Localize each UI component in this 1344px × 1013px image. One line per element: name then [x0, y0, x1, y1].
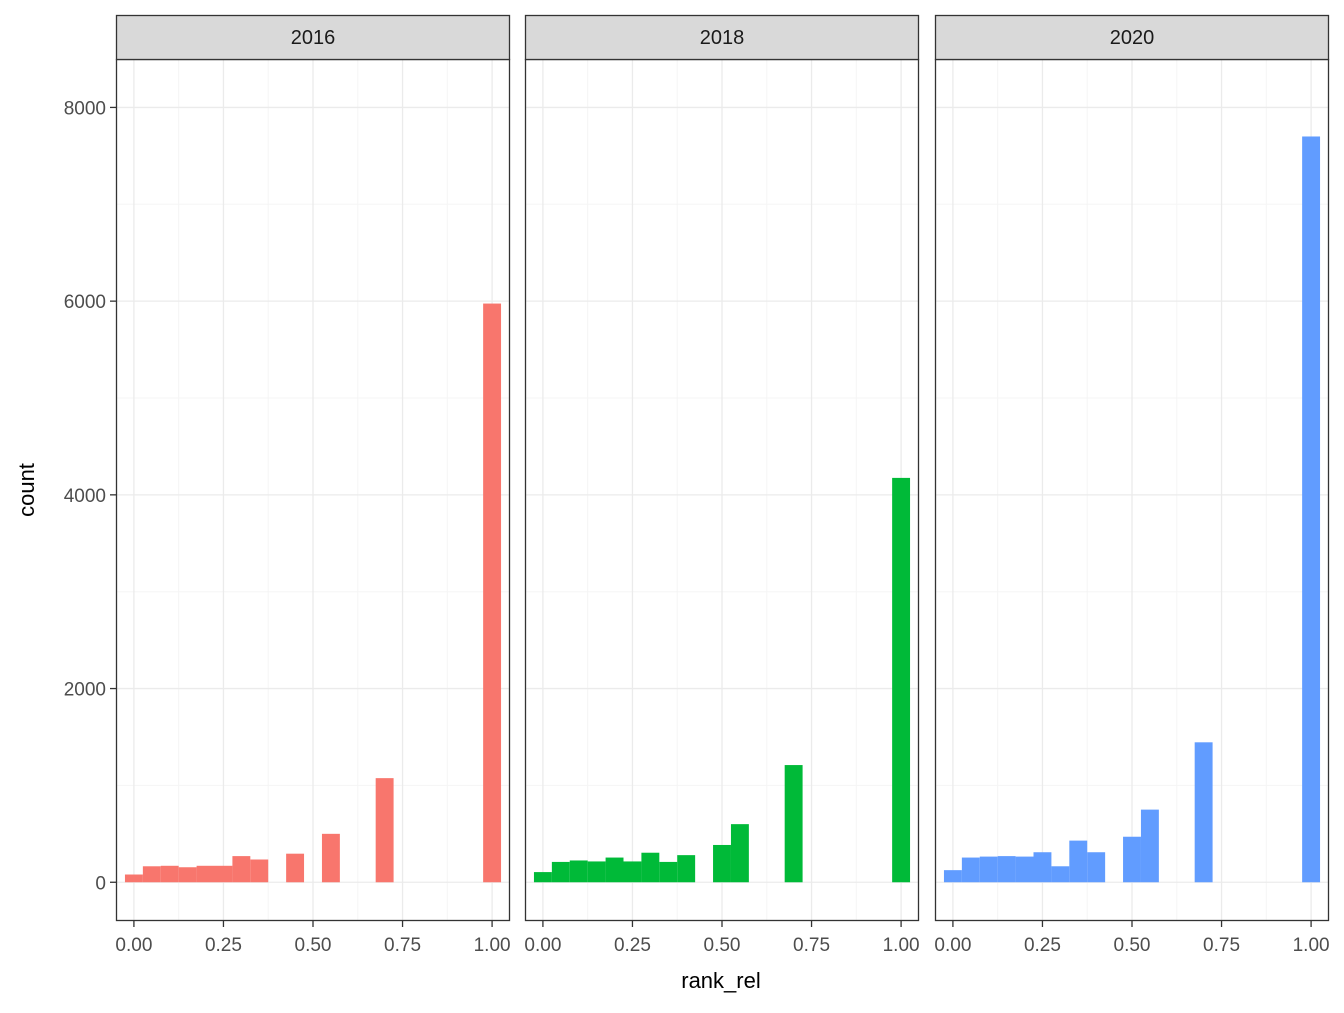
y-tick-label: 2000 [64, 680, 106, 701]
facet-panel-2016: 2016 0.00 0.25 0.50 0.75 1.00 0 2000 4000 6000 800… [64, 14, 511, 956]
histogram-bar [659, 861, 678, 883]
histogram-bar [1302, 136, 1321, 883]
histogram-bar [1015, 856, 1034, 883]
histogram-bar [605, 857, 624, 883]
facet-strip [524, 14, 920, 61]
y-tick-label: 8000 [64, 98, 106, 119]
histogram-bar [160, 865, 179, 883]
x-tick-label: 0.50 [295, 935, 332, 956]
facet-strip [934, 14, 1330, 61]
y-tick-label: 6000 [64, 292, 106, 313]
histogram-bar [979, 856, 998, 883]
histogram-bar [730, 824, 749, 883]
histogram-bar [1123, 836, 1141, 883]
histogram-bar [321, 833, 340, 883]
x-tick-label: 0.00 [115, 935, 152, 956]
histogram-bar [1140, 809, 1159, 883]
x-tick-label: 1.00 [474, 935, 511, 956]
histogram-bar [587, 861, 606, 883]
histogram-bar [892, 477, 911, 883]
histogram-bar [533, 872, 552, 883]
histogram-bar [1087, 852, 1106, 883]
x-tick-label: 0.50 [1114, 935, 1151, 956]
histogram-bar [623, 861, 642, 883]
x-tick-label: 1.00 [1293, 935, 1330, 956]
histogram-bar [214, 865, 233, 883]
facet-panels: 2016 0.00 0.25 0.50 0.75 1.00 0 2000 4000 6000 800… [64, 14, 1330, 956]
facet-strip-label: 2020 [1110, 27, 1155, 49]
x-tick-label: 1.00 [883, 935, 920, 956]
x-tick-label: 0.50 [704, 935, 741, 956]
histogram-bar [375, 778, 394, 883]
histogram-bar [961, 857, 980, 883]
x-tick-label: 0.75 [1203, 935, 1240, 956]
histogram-bar [943, 870, 962, 883]
x-tick-label: 0.00 [524, 935, 561, 956]
facet-panel-2018: 2018 0.00 0.25 0.50 0.75 1.00 [524, 14, 920, 956]
histogram-bar [196, 865, 215, 883]
histogram-bar [142, 866, 161, 883]
histogram-bar [677, 855, 696, 883]
histogram-bar [641, 852, 660, 883]
histogram-bar [1033, 852, 1052, 883]
x-axis-title: rank_rel [681, 968, 760, 993]
histogram-bar [178, 867, 197, 883]
x-tick-label: 0.75 [384, 935, 421, 956]
histogram-bar [713, 844, 731, 883]
y-tick-label: 0 [95, 873, 106, 894]
x-tick-label: 0.75 [793, 935, 830, 956]
histogram-bar [1069, 840, 1088, 883]
histogram-bar [250, 859, 269, 883]
histogram-bar [569, 860, 588, 883]
facet-strip-label: 2016 [291, 27, 336, 49]
y-axis-title: count [14, 463, 39, 517]
histogram-bar [124, 874, 143, 883]
histogram-bar [286, 853, 305, 883]
histogram-bar [1051, 866, 1070, 883]
histogram-bar [784, 765, 803, 883]
facet-strip [115, 14, 511, 61]
x-tick-label: 0.25 [1024, 935, 1061, 956]
x-tick-label: 0.25 [614, 935, 651, 956]
histogram-bar [232, 856, 251, 883]
x-tick-label: 0.00 [934, 935, 971, 956]
histogram-bar [1194, 742, 1213, 883]
histogram-bar [551, 861, 570, 883]
histogram-bar [997, 856, 1016, 883]
histogram-bar [483, 303, 502, 883]
y-tick-label: 4000 [64, 486, 106, 507]
facet-strip-label: 2018 [700, 27, 745, 49]
x-tick-label: 0.25 [205, 935, 242, 956]
facet-panel-2020: 2020 0.00 0.25 0.50 0.75 1.00 [934, 14, 1330, 956]
